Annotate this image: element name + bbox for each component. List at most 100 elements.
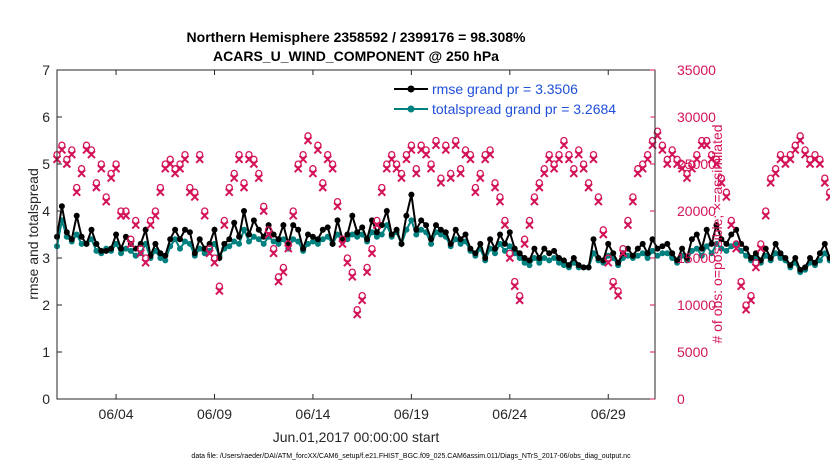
rmse-point — [309, 233, 316, 240]
rmse-point — [654, 245, 661, 252]
plot-frame — [56, 69, 656, 400]
obs-possible-point — [658, 141, 667, 149]
rmse-point — [413, 226, 420, 233]
obs-assimilated-point — [136, 249, 145, 258]
spread-point — [703, 243, 710, 250]
obs-possible-point — [678, 160, 686, 168]
spread-point — [369, 229, 375, 236]
obs-possible-point — [727, 216, 735, 225]
obs-possible-point — [560, 136, 568, 145]
spread-point — [698, 252, 705, 259]
y-tick-label-left: 6 — [42, 109, 50, 125]
spread-point — [506, 243, 513, 250]
spread-point — [201, 250, 208, 257]
obs-possible-point — [102, 193, 110, 201]
obs-possible-point — [525, 216, 534, 225]
spread-point — [521, 259, 528, 266]
obs-assimilated-point — [668, 150, 677, 159]
obs-possible-point — [516, 291, 524, 300]
obs-possible-point — [767, 174, 775, 182]
obs-assimilated-point — [293, 164, 303, 173]
obs-possible-point — [348, 268, 356, 276]
obs-possible-point — [565, 150, 573, 159]
obs-possible-point — [456, 165, 465, 173]
obs-assimilated-point — [495, 197, 505, 206]
legend-spread-marker — [407, 105, 415, 113]
spread-point — [373, 233, 380, 240]
spread-point — [733, 240, 740, 247]
obs-possible-point — [58, 141, 66, 149]
obs-possible-point — [535, 179, 543, 187]
obs-possible-point — [481, 150, 489, 159]
obs-possible-point — [594, 193, 603, 201]
obs-assimilated-point — [638, 164, 647, 173]
obs-assimilated-point — [313, 145, 323, 155]
x-tick-label: 06/19 — [394, 406, 429, 422]
x-axis-label: Jun.01,2017 00:00:00 start — [273, 429, 440, 445]
rmse-point — [359, 224, 366, 231]
obs-assimilated-point — [426, 164, 436, 173]
obs-possible-point — [752, 259, 760, 267]
obs-assimilated-point — [761, 211, 770, 220]
y-tick-label-right: 35000 — [677, 62, 716, 78]
spread-point — [118, 250, 124, 257]
obs-possible-point — [166, 155, 174, 163]
spread-point — [182, 238, 188, 245]
spread-point — [624, 252, 631, 259]
obs-assimilated-point — [766, 178, 775, 188]
obs-assimilated-point — [446, 173, 455, 183]
obs-possible-point — [309, 165, 317, 173]
rmse-point — [108, 245, 115, 252]
obs-possible-point — [624, 216, 632, 225]
rmse-point — [93, 240, 100, 247]
obs-assimilated-point — [717, 178, 726, 188]
rmse-point — [536, 255, 543, 261]
obs-assimilated-point — [530, 197, 539, 206]
rmse-point — [433, 222, 439, 229]
obs-possible-point — [373, 216, 381, 225]
rmse-point — [649, 236, 656, 243]
obs-assimilated-point — [736, 281, 746, 291]
rmse-point — [349, 212, 356, 219]
obs-possible-point — [205, 244, 214, 253]
obs-assimilated-point — [338, 239, 347, 249]
obs-possible-point — [491, 179, 499, 187]
rmse-point — [152, 240, 159, 247]
obs-assimilated-point — [67, 150, 76, 159]
obs-assimilated-point — [520, 239, 529, 249]
spread-point — [738, 247, 745, 254]
obs-possible-point — [294, 160, 302, 168]
spread-point — [255, 236, 262, 243]
obs-assimilated-point — [392, 164, 401, 173]
obs-possible-point — [112, 160, 120, 168]
obs-assimilated-point — [623, 220, 633, 230]
obs-possible-point — [383, 160, 391, 168]
rmse-point — [615, 259, 622, 266]
obs-possible-point — [137, 244, 145, 253]
obs-assimilated-point — [102, 197, 111, 206]
obs-possible-point — [599, 226, 607, 234]
rmse-point — [250, 217, 257, 224]
obs-assimilated-point — [146, 220, 155, 230]
obs-possible-point — [161, 160, 169, 168]
rmse-point — [585, 264, 592, 271]
obs-assimilated-point — [343, 258, 352, 267]
obs-possible-point — [220, 216, 228, 225]
obs-possible-point — [279, 263, 288, 272]
obs-possible-point — [688, 160, 696, 168]
obs-assimilated-point — [687, 164, 697, 173]
rmse-point — [68, 236, 75, 243]
rmse-point — [226, 236, 233, 243]
obs-possible-point — [555, 150, 563, 159]
obs-assimilated-point — [259, 206, 268, 216]
obs-assimilated-point — [732, 244, 741, 253]
spread-point — [821, 250, 828, 257]
obs-assimilated-point — [820, 178, 830, 188]
obs-assimilated-point — [126, 239, 136, 249]
rmse-point — [452, 226, 459, 233]
rmse-point — [644, 250, 651, 257]
spread-point — [226, 243, 233, 250]
spread-point — [383, 222, 390, 229]
obs-assimilated-point — [298, 155, 308, 164]
